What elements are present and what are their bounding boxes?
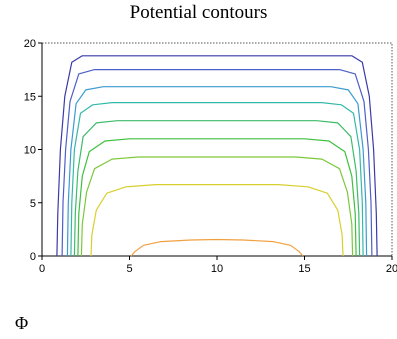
contour-line-7 [80, 156, 354, 257]
plot-frame [41, 42, 393, 257]
x-tick-label: 5 [126, 263, 132, 275]
phi-symbol-label: Φ [15, 313, 29, 333]
contour-line-3 [66, 86, 368, 257]
contour-line-1 [56, 55, 378, 257]
contour-line-8 [90, 184, 344, 257]
contour-line-6 [77, 138, 357, 257]
y-tick-label: 20 [24, 38, 36, 50]
axes: 0 5 10 15 20 0 5 10 15 20 [24, 38, 397, 275]
contour-plot: 0 5 10 15 20 0 5 10 15 20 [24, 38, 397, 275]
x-tick-label: 15 [298, 263, 310, 275]
contour-line-5 [73, 120, 361, 257]
chart-title: Potential contours [129, 2, 268, 23]
x-tick-label: 20 [386, 263, 397, 275]
y-tick-label: 15 [24, 91, 36, 103]
x-tick-label: 10 [211, 263, 223, 275]
contour-line-9 [130, 238, 304, 257]
x-tick-label: 0 [39, 263, 45, 275]
contour-line-2 [61, 69, 373, 257]
contour-line-4 [70, 102, 364, 257]
y-tick-label: 0 [30, 251, 36, 263]
contour-lines [56, 55, 378, 257]
y-tick-label: 5 [30, 198, 36, 210]
y-tick-label: 10 [24, 145, 36, 157]
